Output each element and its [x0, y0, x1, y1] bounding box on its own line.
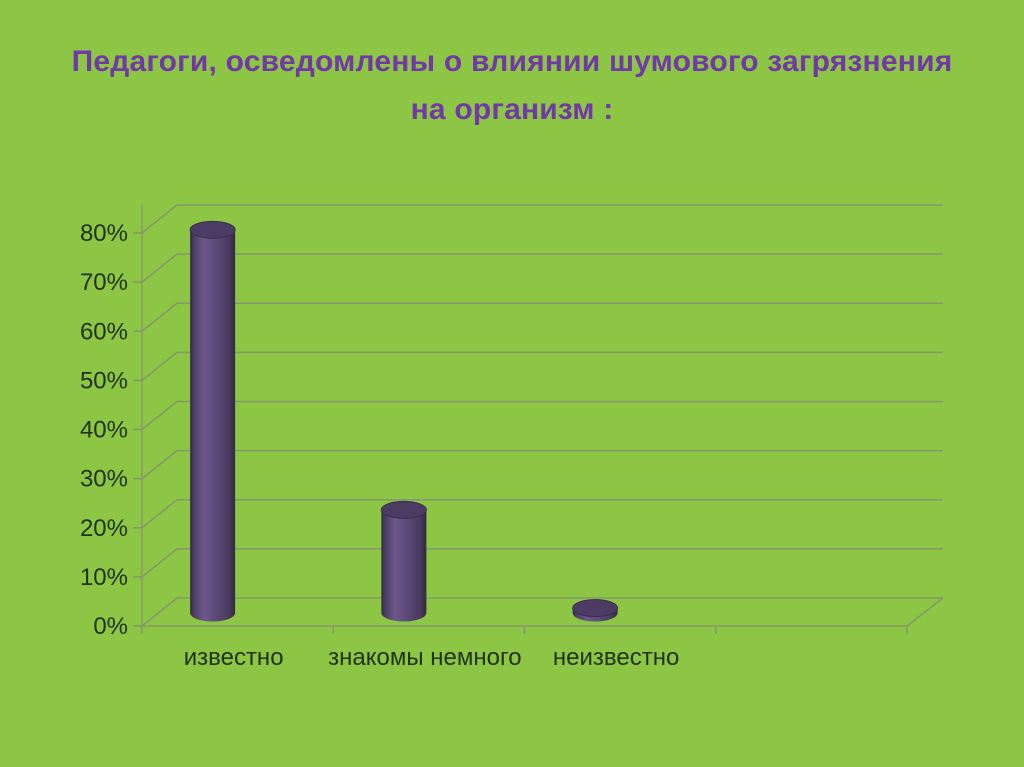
bar-cylinder — [189, 220, 236, 622]
y-axis-label: 10% — [80, 564, 128, 591]
y-axis-label: 50% — [80, 367, 128, 394]
gridline-diagonal — [141, 351, 178, 381]
chart-title: Педагоги, осведомлены о влиянии шумового… — [71, 45, 953, 126]
x-axis-label: известно — [184, 644, 284, 671]
gridline-diagonal — [141, 253, 178, 283]
gridline-diagonal — [141, 548, 178, 578]
cylinder-body — [381, 509, 427, 622]
x-axis-label: неизвестно — [553, 644, 679, 671]
y-axis-label: 0% — [93, 613, 128, 640]
gridline-diagonal — [141, 204, 178, 234]
y-axis-label: 80% — [80, 220, 128, 247]
y-axis-label: 30% — [80, 466, 128, 493]
cylinder-top — [572, 599, 619, 618]
cylinder-top — [189, 220, 236, 239]
y-axis-label: 60% — [80, 318, 128, 345]
gridline-diagonal — [141, 400, 178, 431]
gridline-diagonal — [141, 499, 178, 529]
y-axis-label: 40% — [80, 417, 128, 444]
cylinder-top — [380, 500, 427, 519]
cylinder-body — [572, 608, 618, 622]
gridline-diagonal — [141, 450, 178, 480]
bar-cylinder — [572, 599, 619, 622]
gridline-diagonal — [141, 597, 178, 627]
cylinder-body — [190, 229, 236, 622]
floor-right-edge — [906, 597, 944, 627]
bar-cylinder — [380, 500, 427, 622]
y-axis-label: 70% — [80, 269, 128, 296]
x-axis-label: знакомы немного — [328, 644, 521, 671]
y-axis-label: 20% — [80, 515, 128, 542]
gridline-diagonal — [141, 302, 178, 332]
